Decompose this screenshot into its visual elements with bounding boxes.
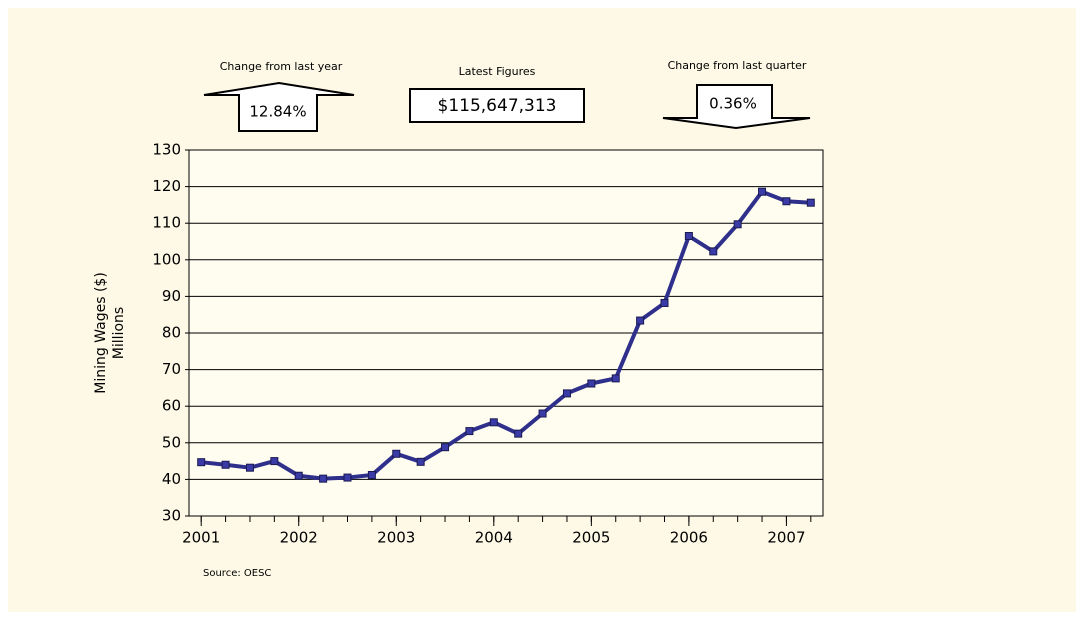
x-tick-label: 2001: [182, 529, 220, 547]
data-marker: [465, 427, 474, 436]
data-marker: [636, 316, 645, 325]
data-marker: [221, 460, 230, 469]
data-marker: [660, 298, 669, 307]
annotation-value: 12.84%: [249, 103, 306, 121]
data-marker: [709, 247, 718, 256]
x-tick-label: 2004: [475, 529, 513, 547]
data-marker: [294, 471, 303, 480]
down-arrow: [662, 84, 811, 130]
data-marker: [806, 198, 815, 207]
y-tick-label: 60: [162, 397, 181, 415]
data-marker: [684, 232, 693, 241]
x-tick-label: 2002: [280, 529, 318, 547]
data-marker: [319, 474, 328, 483]
annotation-title: Change from last quarter: [668, 59, 807, 72]
data-marker: [611, 374, 620, 383]
data-marker: [245, 463, 254, 472]
data-marker: [367, 471, 376, 480]
y-tick-label: 120: [152, 177, 181, 195]
source-note: Source: OESC: [203, 568, 271, 579]
data-line: [200, 189, 811, 481]
y-tick-label: 40: [162, 470, 181, 488]
y-tick-label: 90: [162, 287, 181, 305]
data-marker: [489, 418, 498, 427]
data-marker: [514, 429, 523, 438]
data-marker: [538, 409, 547, 418]
y-tick-label: 100: [152, 250, 181, 268]
annotation-value: 0.36%: [709, 95, 757, 113]
annotation-value: $115,647,313: [438, 96, 557, 116]
y-tick-label: 70: [162, 360, 181, 378]
x-tick-label: 2005: [572, 529, 610, 547]
y-axis-label: Mining Wages ($): [93, 272, 109, 394]
data-marker: [392, 449, 401, 458]
x-tick-label: 2007: [767, 529, 805, 547]
y-tick-label: 50: [162, 433, 181, 451]
y-tick-label: 80: [162, 324, 181, 342]
data-marker: [441, 443, 450, 452]
data-marker: [782, 197, 791, 206]
data-marker: [562, 389, 571, 398]
y-tick-label: 30: [162, 507, 181, 525]
data-marker: [197, 458, 206, 467]
data-marker: [733, 220, 742, 229]
x-tick-label: 2006: [670, 529, 708, 547]
y-axis-label: Millions: [111, 307, 127, 359]
latest-box: [409, 88, 585, 123]
up-arrow: [203, 81, 355, 132]
x-tick-label: 2003: [377, 529, 415, 547]
annotation-title: Change from last year: [220, 60, 343, 73]
y-tick-label: 110: [152, 214, 181, 232]
y-tick-label: 130: [152, 141, 181, 159]
data-marker: [270, 457, 279, 466]
data-marker: [343, 473, 352, 482]
data-marker: [587, 379, 596, 388]
data-marker: [416, 457, 425, 466]
data-marker: [758, 187, 767, 196]
annotation-title: Latest Figures: [459, 65, 536, 78]
